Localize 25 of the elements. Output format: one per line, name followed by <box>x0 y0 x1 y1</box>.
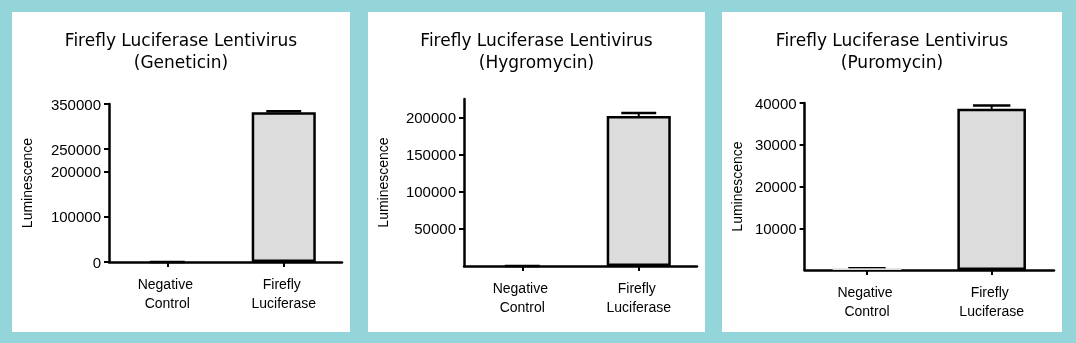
y-tick-label: 40000 <box>754 94 797 112</box>
y-tick-label: 100000 <box>50 208 101 226</box>
x-tick-label: Firefly Luciferase <box>959 283 1025 319</box>
x-tick-label: Firefly Luciferase <box>251 275 317 311</box>
y-tick-label: 200000 <box>405 109 456 127</box>
y-tick-label: 10000 <box>754 219 797 237</box>
x-tick-label: Negative Control <box>837 283 897 319</box>
x-tick-label: Negative Control <box>137 275 197 311</box>
chart-title: Firefly Luciferase Lentivirus (Geneticin) <box>64 30 298 72</box>
y-tick-label: 200000 <box>50 163 101 181</box>
chart-title: Firefly Luciferase Lentivirus (Hygromycin) <box>420 30 653 72</box>
y-tick-label: 250000 <box>50 140 101 158</box>
y-axis-title: Luminescence <box>19 137 35 229</box>
x-tick-label: Firefly Luciferase <box>606 279 672 315</box>
y-tick-label: 350000 <box>50 95 101 113</box>
y-tick-label: 30000 <box>754 136 797 154</box>
y-tick-label: 150000 <box>405 146 456 164</box>
y-tick-label: 0 <box>92 253 101 271</box>
y-axis-title: Luminescence <box>729 141 745 232</box>
x-tick-label: Negative Control <box>492 279 552 315</box>
y-tick-label: 100000 <box>405 183 456 201</box>
y-axis-title: Luminescence <box>375 137 391 228</box>
y-tick-label: 20000 <box>754 178 797 195</box>
y-tick-label: 50000 <box>414 220 456 238</box>
chart-title: Firefly Luciferase Lentivirus (Puromycin) <box>775 30 1009 72</box>
